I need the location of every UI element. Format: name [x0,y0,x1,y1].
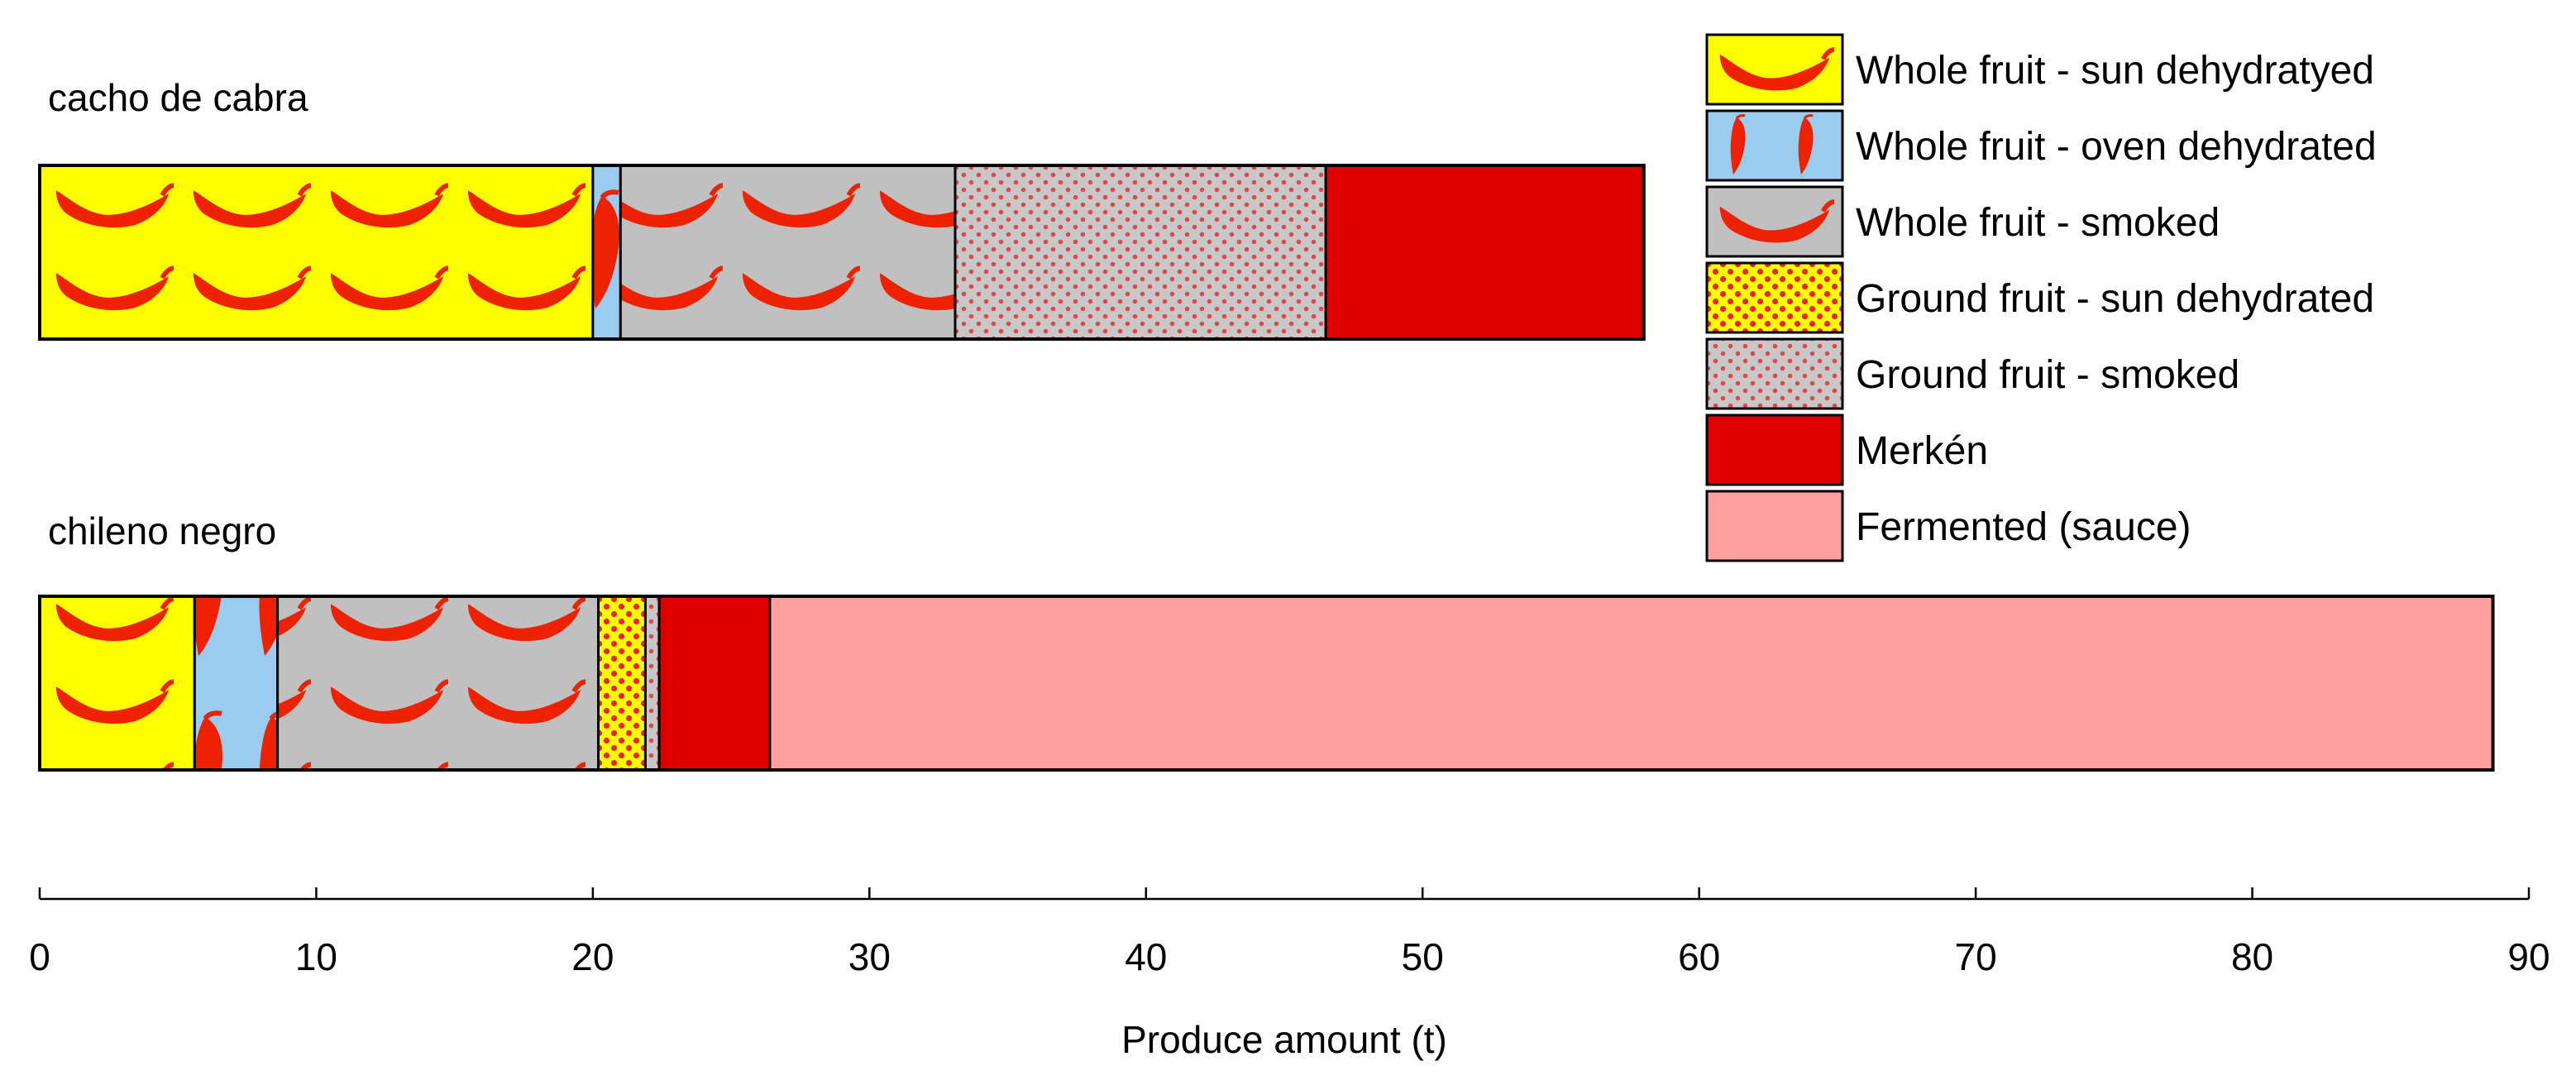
bar-segment-chileno-negro-whole-fruit-smoked [276,595,600,772]
x-tick-label-0: 0 [29,935,50,978]
bar-outline-cacho-de-cabra [38,164,1646,341]
category-labels: cacho de cabra chileno negro [48,76,308,552]
x-tick-label-70: 70 [1955,935,1997,978]
x-tick-label-90: 90 [2507,935,2550,978]
bars [38,164,2495,772]
bar-segment-chileno-negro-merken [657,595,772,772]
bar-segment-chileno-negro-ground-fruit-smoked [643,595,661,772]
category-label-cacho-de-cabra: cacho de cabra [48,76,308,119]
category-label-chileno-negro: chileno negro [48,509,276,552]
x-tick-label-50: 50 [1402,935,1444,978]
legend-label-fermented-sauce: Fermented (sauce) [1856,505,2191,549]
bar-segment-cacho-de-cabra-whole-fruit-oven-dehydrated [591,164,622,341]
x-tick-label-60: 60 [1678,935,1720,978]
x-tick-label-20: 20 [571,935,614,978]
legend-label-merken: Merkén [1856,429,1988,473]
bar-segment-cacho-de-cabra-ground-fruit-smoked [953,164,1327,341]
x-tick-label-40: 40 [1125,935,1167,978]
legend-label-whole-fruit-oven-dehydrated: Whole fruit - oven dehydrated [1856,125,2377,169]
x-tick-label-30: 30 [848,935,891,978]
bar-segment-chileno-negro-whole-fruit-sun-dehydratyed [38,595,196,772]
bar-segment-cacho-de-cabra-merken [1324,164,1646,341]
legend-label-ground-fruit-smoked: Ground fruit - smoked [1856,353,2239,397]
legend-swatch-whole-fruit-oven-dehydrated [1705,109,1844,182]
bar-segment-chileno-negro-fermented-sauce [768,595,2495,772]
bar-segment-cacho-de-cabra-whole-fruit-sun-dehydratyed [38,164,595,341]
bar-segment-chileno-negro-ground-fruit-sun-dehydrated [597,595,647,772]
x-tick-label-10: 10 [295,935,337,978]
legend-swatch-ground-fruit-sun-dehydrated [1705,261,1844,334]
legend-label-ground-fruit-sun-dehydrated: Ground fruit - sun dehydrated [1856,277,2374,321]
legend-label-whole-fruit-sun-dehydratyed: Whole fruit - sun dehydratyed [1856,49,2374,93]
bar-outline-chileno-negro [38,595,2495,772]
legend-swatch-merken [1705,414,1844,486]
bar-segment-cacho-de-cabra-whole-fruit-smoked [619,164,957,341]
legend: Whole fruit - sun dehydratyed Whole fruit… [1705,33,2377,562]
legend-label-whole-fruit-smoked: Whole fruit - smoked [1856,201,2220,245]
legend-swatch-whole-fruit-smoked [1705,185,1844,258]
x-ticks: 0 10 20 30 40 50 60 70 80 90 [29,887,2550,978]
x-tick-label-80: 80 [2231,935,2273,978]
legend-swatch-fermented-sauce [1705,490,1844,562]
legend-swatch-ground-fruit-smoked [1705,337,1844,410]
bar-segment-chileno-negro-whole-fruit-oven-dehydrated [193,595,280,772]
x-axis-title: Produce amount (t) [1121,1018,1447,1061]
legend-swatch-whole-fruit-sun-dehydratyed [1705,33,1844,106]
